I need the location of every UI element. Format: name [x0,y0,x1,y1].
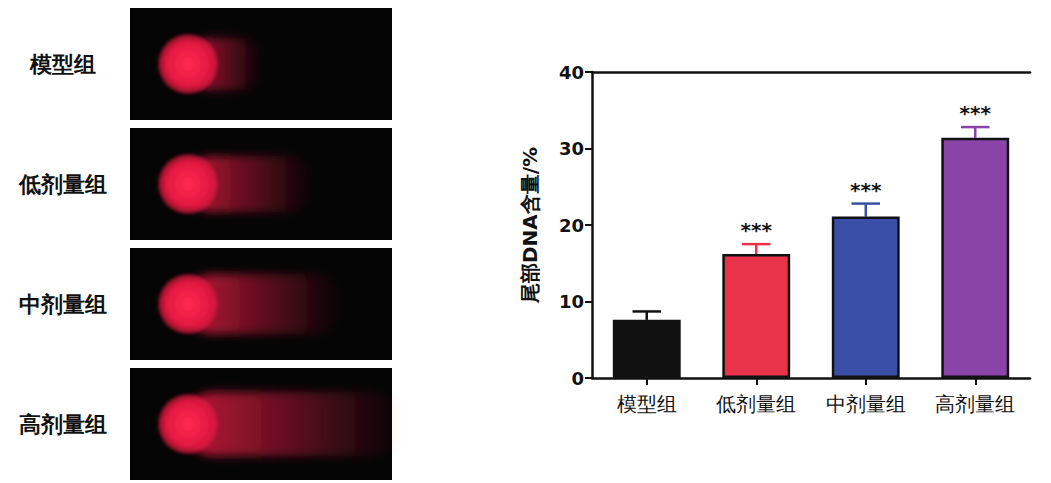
svg-text:***: *** [850,178,882,202]
svg-text:0: 0 [571,368,584,389]
html-text:高剂量组: 高剂量组 [19,412,107,437]
svg-text:10: 10 [559,291,584,312]
html-text:低剂量组: 低剂量组 [19,172,107,197]
svg-text:尾部DNA含量/%: 尾部DNA含量/% [518,147,542,304]
svg-text:***: *** [741,218,773,242]
svg-text:40: 40 [559,62,584,83]
html-text:模型组: 模型组 [30,52,96,77]
svg-text:模型组: 模型组 [617,392,677,416]
svg-text:低剂量组: 低剂量组 [716,392,796,416]
svg-text:20: 20 [559,215,584,236]
svg-text:中剂量组: 中剂量组 [826,392,906,416]
svg-text:30: 30 [559,138,584,159]
html-text:中剂量组: 中剂量组 [19,292,107,317]
svg-text:高剂量组: 高剂量组 [935,392,1015,416]
svg-text:***: *** [960,101,992,125]
